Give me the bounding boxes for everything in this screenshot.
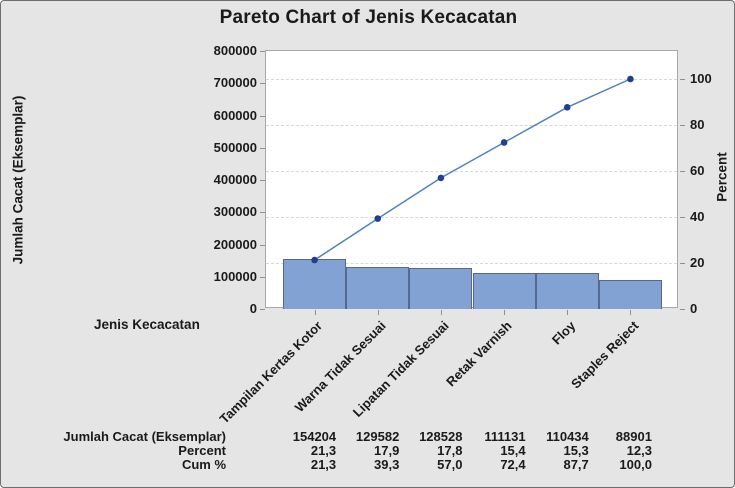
x-tick-mark [630,310,632,315]
category-label: Staples Reject [567,318,642,392]
stats-value: 154204 [292,429,337,444]
left-tick-label: 300000 [213,204,257,220]
x-tick-mark [567,310,569,315]
stats-row: Cum % 21,3 39,3 57,0 72,4 87,7 100,0 [1,457,734,472]
x-axis-title: Jenis Kecacatan [94,317,200,332]
stats-row: Jumlah Cacat (Eksemplar) 154204 129582 1285… [1,429,734,444]
stats-table: Jumlah Cacat (Eksemplar) 154204 129582 1285… [1,429,734,472]
stats-value: 88901 [615,429,652,444]
stats-value: 17,8 [437,443,463,458]
stats-value: 110434 [546,429,589,444]
right-tick-label: 0 [690,301,698,316]
stats-value: 15,4 [500,443,526,458]
stats-value: 87,7 [563,457,589,472]
pareto-bar [472,273,536,309]
x-tick-mark [504,310,506,315]
pareto-bar [283,259,347,309]
stats-value: 21,3 [310,457,337,472]
stats-value: 128528 [419,429,463,444]
right-tick-mark [680,79,685,80]
stats-row-values: 21,3 39,3 57,0 72,4 87,7 100,0 [282,458,661,472]
stats-row-label: Percent [178,443,226,458]
category-label: Floy [548,318,578,348]
grid-line [266,79,677,80]
right-tick-mark [680,263,685,264]
left-tick-mark [260,309,265,310]
stats-value: 12,3 [626,443,652,458]
stats-value: 72,4 [500,457,526,472]
chart-title: Pareto Chart of Jenis Kecacatan [219,7,518,28]
stats-row: Percent 21,3 17,9 17,8 15,4 15,3 12,3 [1,443,734,458]
right-tick-label: 80 [690,117,705,132]
pareto-bar [535,273,599,309]
pareto-bar [598,280,662,309]
stats-row-values: 154204 129582 128528 111131 110434 88901 [282,430,661,444]
right-tick-mark [680,217,685,218]
grid-line [266,263,677,264]
right-tick-label: 60 [690,163,705,178]
grid-line [266,125,677,126]
stats-row-label: Cum % [181,457,226,472]
pareto-bar [346,267,410,309]
stats-value: 21,3 [310,443,337,458]
x-tick-mark [314,310,316,315]
stats-value: 100,0 [619,457,652,472]
left-tick-label: 200000 [213,236,257,252]
stats-value: 17,9 [374,443,400,458]
right-tick-mark [680,171,685,172]
left-tick-label: 400000 [213,172,257,187]
right-tick-mark [680,125,685,126]
left-tick-mark [260,180,265,181]
stats-value: 111131 [484,429,526,444]
left-tick-label: 100000 [213,268,257,284]
right-tick-label: 20 [690,255,705,270]
right-tick-label: 40 [690,209,705,224]
left-axis-title: Jumlah Cacat (Eksemplar) [10,95,26,265]
cumulative-marker [563,103,571,111]
left-tick-mark [260,51,265,52]
category-label: Tampilan Kertas Kotor [216,318,326,427]
left-tick-mark [260,276,265,278]
stats-value: 57,0 [437,457,463,472]
left-tick-label: 800000 [213,43,257,58]
left-tick-label: 600000 [213,107,257,123]
stats-value: 39,3 [374,457,400,472]
x-tick-mark [440,310,442,315]
left-tick-label: 500000 [213,139,257,155]
stats-value: 129582 [355,429,400,444]
grid-line [266,217,677,218]
cumulative-marker [437,174,445,182]
left-tick-mark [260,83,265,85]
grid-line [266,171,677,172]
x-tick-mark [377,310,379,315]
plot-area [265,50,678,309]
left-tick-label: 0 [249,301,257,316]
stats-row-label: Jumlah Cacat (Eksemplar) [63,429,226,444]
right-tick-mark [680,309,685,310]
cumulative-line-path [314,78,631,261]
pareto-bar [409,267,473,309]
left-tick-mark [260,115,265,117]
category-label: Retak Varnish [443,318,515,390]
cumulative-marker [500,139,508,146]
left-tick-mark [260,212,265,214]
stats-row-values: 21,3 17,9 17,8 15,4 15,3 12,3 [282,444,661,458]
left-tick-mark [260,244,265,246]
right-tick-label: 100 [690,71,712,86]
stats-value: 15,3 [563,443,589,458]
left-tick-label: 700000 [213,75,257,91]
left-tick-mark [260,147,265,149]
